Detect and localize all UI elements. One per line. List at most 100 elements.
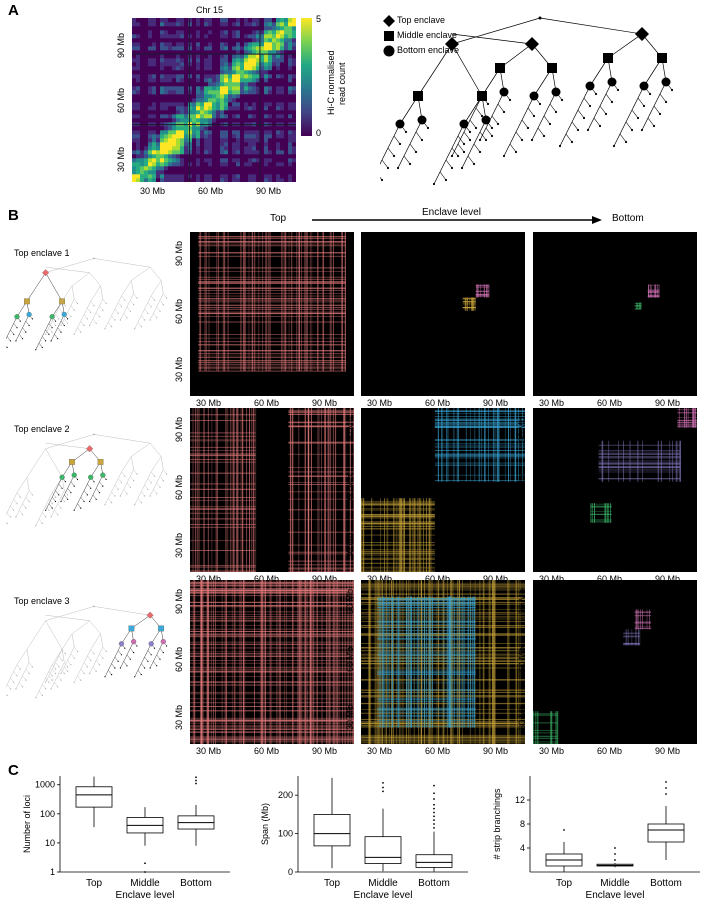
heatmap-cell — [272, 166, 277, 171]
heatmap-cell — [240, 46, 245, 51]
heatmap-cell — [216, 170, 221, 175]
heatmap-cell — [276, 150, 281, 155]
heatmap-ytick: 30 Mb — [174, 356, 184, 382]
heatmap-cell — [160, 98, 165, 103]
enclave-heatmap — [533, 580, 697, 744]
heatmap-cell — [256, 174, 261, 179]
heatmap-cell — [276, 34, 281, 39]
heatmap-cell — [276, 174, 281, 179]
heatmap-cell — [256, 118, 261, 123]
heatmap-cell — [256, 78, 261, 83]
heatmap-cell — [192, 42, 197, 47]
heatmap-ytick: 30 Mb — [174, 704, 184, 730]
heatmap-cell — [176, 42, 181, 47]
heatmap-cell — [140, 150, 145, 155]
heatmap-cell — [252, 158, 257, 163]
heatmap-cell — [184, 66, 189, 71]
heatmap-cell — [144, 174, 149, 179]
boxplot-box — [177, 776, 215, 846]
heatmap-cell — [276, 118, 281, 123]
heatmap-cell — [196, 178, 201, 182]
heatmap-cell — [208, 150, 213, 155]
heatmap-cell — [252, 30, 257, 35]
heatmap-cell — [244, 98, 249, 103]
heatmap-cell — [196, 158, 201, 163]
heatmap-a-xtick-90: 90 Mb — [256, 186, 282, 196]
heatmap-cell — [180, 162, 185, 167]
heatmap-cell — [140, 78, 145, 83]
heatmap-cell — [268, 66, 273, 71]
heatmap-cell — [236, 150, 241, 155]
heatmap-cell — [264, 170, 269, 175]
heatmap-cell — [280, 30, 285, 35]
heatmap-cell — [148, 110, 153, 115]
heatmap-cell — [276, 134, 281, 139]
heatmap-cell — [184, 102, 189, 107]
heatmap-cell — [212, 38, 217, 43]
heatmap-cell — [180, 38, 185, 43]
heatmap-cell — [288, 158, 293, 163]
heatmap-cell — [216, 150, 221, 155]
heatmap-cell — [136, 158, 141, 163]
heatmap-cell — [164, 170, 169, 175]
heatmap-cell — [192, 74, 197, 79]
heatmap-cell — [184, 154, 189, 159]
heatmap-cell — [176, 138, 181, 143]
heatmap-cell — [160, 38, 165, 43]
heatmap-cell — [176, 62, 181, 67]
heatmap-cell — [268, 82, 273, 87]
heatmap-cell — [136, 118, 141, 123]
heatmap-cell — [164, 42, 169, 47]
heatmap-cell — [220, 142, 225, 147]
heatmap-cell — [176, 38, 181, 43]
heatmap-cell — [240, 126, 245, 131]
heatmap-cell — [132, 46, 137, 51]
heatmap-cell — [284, 66, 289, 71]
heatmap-xtick: 30 Mb — [196, 574, 222, 584]
heatmap-cell — [136, 142, 141, 147]
heatmap-cell — [204, 110, 209, 115]
heatmap-cell — [268, 58, 273, 63]
heatmap-cell — [208, 130, 213, 135]
heatmap-cell — [172, 166, 177, 171]
heatmap-cell — [268, 166, 273, 171]
heatmap-cell — [232, 22, 237, 27]
heatmap-cell — [180, 166, 185, 171]
heatmap-cell — [176, 170, 181, 175]
heatmap-cell — [280, 174, 285, 179]
heatmap-cell — [260, 114, 265, 119]
heatmap-cell — [180, 134, 185, 139]
heatmap-cell — [188, 178, 193, 182]
heatmap-cell — [188, 146, 193, 151]
heatmap-cell — [272, 170, 277, 175]
heatmap-cell — [192, 146, 197, 151]
heatmap-cell — [152, 102, 157, 107]
heatmap-cell — [196, 62, 201, 67]
heatmap-cell — [180, 34, 185, 39]
heatmap-cell — [204, 46, 209, 51]
heatmap-cell — [256, 158, 261, 163]
heatmap-cell — [232, 34, 237, 39]
heatmap-cell — [280, 26, 285, 31]
heatmap-cell — [184, 90, 189, 95]
heatmap-cell — [248, 34, 253, 39]
heatmap-cell — [172, 18, 177, 23]
heatmap-cell — [192, 150, 197, 155]
heatmap-cell — [252, 170, 257, 175]
heatmap-cell — [136, 146, 141, 151]
heatmap-cell — [220, 178, 225, 182]
heatmap-xtick: 60 Mb — [254, 574, 280, 584]
heatmap-cell — [172, 54, 177, 59]
heatmap-cell — [168, 166, 173, 171]
heatmap-cell — [148, 22, 153, 27]
heatmap-cell — [224, 102, 229, 107]
heatmap-cell — [156, 106, 161, 111]
heatmap-cell — [216, 18, 221, 23]
heatmap-cell — [216, 58, 221, 63]
heatmap-ytick: 30 Mb — [517, 704, 527, 730]
heatmap-cell — [180, 138, 185, 143]
heatmap-cell — [236, 50, 241, 55]
heatmap-cell — [176, 82, 181, 87]
heatmap-cell — [264, 38, 269, 43]
boxplot-outlier — [614, 847, 616, 849]
